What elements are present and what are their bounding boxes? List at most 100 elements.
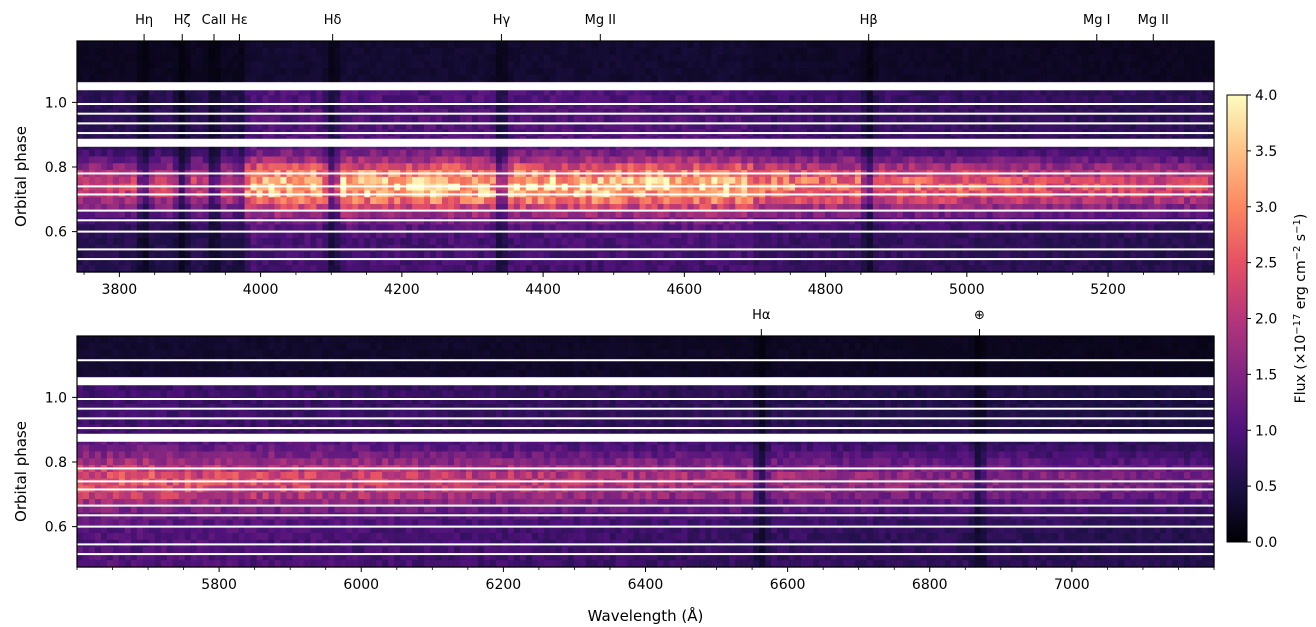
heatmap-cell: [819, 61, 826, 69]
heatmap-cell: [400, 68, 407, 76]
heatmap-cell: [1118, 54, 1125, 62]
heatmap-cell: [178, 54, 186, 62]
heatmap-cell: [507, 68, 515, 76]
heatmap-cell: [459, 149, 467, 158]
heatmap-cell: [795, 108, 802, 117]
heatmap-cell: [346, 54, 353, 62]
heatmap-cell: [334, 122, 341, 130]
heatmap-cell: [436, 61, 443, 69]
heatmap-cell: [663, 204, 671, 212]
heatmap-cell: [741, 41, 748, 49]
heatmap-cell: [412, 54, 419, 62]
heatmap-cell: [430, 74, 437, 83]
heatmap-cell: [250, 41, 258, 49]
heatmap-cell: [280, 54, 288, 62]
heatmap-cell: [1082, 149, 1089, 158]
heatmap-cell: [136, 210, 144, 219]
heatmap-cell: [938, 163, 946, 171]
heatmap-cell: [1064, 204, 1071, 212]
heatmap-cell: [88, 163, 96, 171]
heatmap-cell: [705, 47, 712, 56]
heatmap-cell: [406, 122, 413, 130]
heatmap-cell: [262, 115, 270, 124]
heatmap-cell: [729, 149, 736, 158]
heatmap-cell: [914, 176, 922, 185]
heatmap-cell: [579, 115, 587, 124]
heatmap-cell: [268, 68, 276, 76]
heatmap-cell: [1148, 54, 1155, 62]
heatmap-cell: [795, 88, 802, 96]
heatmap-cell: [1118, 210, 1125, 219]
heatmap-cell: [220, 204, 228, 212]
heatmap-cell: [340, 217, 347, 226]
heatmap-cell: [723, 197, 730, 205]
heatmap-cell: [406, 68, 413, 76]
heatmap-cell: [675, 115, 682, 124]
heatmap-cell: [1130, 210, 1137, 219]
heatmap-cell: [220, 74, 228, 83]
heatmap-cell: [1028, 88, 1036, 96]
heatmap-cell: [819, 122, 826, 130]
heatmap-cell: [477, 108, 485, 117]
heatmap-cell: [1088, 149, 1095, 158]
heatmap-cell: [190, 41, 198, 49]
heatmap-cell: [1022, 210, 1030, 219]
heatmap-cell: [783, 88, 790, 96]
heatmap-cell: [537, 41, 545, 49]
heatmap-cell: [412, 108, 419, 117]
heatmap-cell: [962, 88, 970, 96]
heatmap-cell: [1082, 41, 1089, 49]
heatmap-cell: [519, 115, 527, 124]
heatmap-cell: [178, 176, 186, 185]
heatmap-cell: [813, 41, 820, 49]
heatmap-cell: [1118, 163, 1125, 171]
heatmap-cell: [1136, 197, 1143, 205]
heatmap-cell: [304, 74, 311, 83]
heatmap-cell: [232, 47, 240, 56]
heatmap-cell: [400, 108, 407, 117]
heatmap-cell: [591, 156, 599, 164]
heatmap-cell: [914, 197, 922, 205]
heatmap-cell: [651, 204, 659, 212]
heatmap-cell: [531, 41, 539, 49]
heatmap-cell: [956, 54, 964, 62]
heatmap-cell: [1070, 163, 1077, 171]
heatmap-cell: [579, 102, 587, 110]
heatmap-cell: [537, 149, 545, 158]
heatmap-cell: [998, 47, 1006, 56]
heatmap-cell: [920, 176, 928, 185]
heatmap-cell: [495, 149, 503, 158]
heatmap-cell: [88, 217, 96, 226]
heatmap-cell: [172, 204, 180, 212]
heatmap-cell: [795, 41, 802, 49]
heatmap-cell: [465, 122, 473, 130]
heatmap-cell: [88, 88, 96, 96]
heatmap-cell: [82, 74, 90, 83]
heatmap-cell: [382, 68, 389, 76]
heatmap-cell: [1022, 197, 1030, 205]
heatmap-cell: [615, 61, 623, 69]
heatmap-cell: [226, 74, 234, 83]
heatmap-cell: [1142, 68, 1149, 76]
heatmap-cell: [1010, 74, 1018, 83]
heatmap-cell: [382, 74, 389, 83]
heatmap-cell: [663, 210, 671, 219]
heatmap-cell: [280, 210, 288, 219]
heatmap-cell: [549, 68, 557, 76]
heatmap-cell: [202, 88, 210, 96]
heatmap-cell: [902, 156, 910, 164]
heatmap-cell: [1142, 176, 1149, 185]
heatmap-cell: [699, 115, 706, 124]
heatmap-cell: [777, 102, 784, 110]
heatmap-cell: [1022, 115, 1030, 124]
heatmap-cell: [759, 74, 766, 83]
heatmap-cell: [675, 88, 682, 96]
heatmap-cell: [214, 197, 222, 205]
heatmap-cell: [1202, 210, 1209, 219]
heatmap-cell: [573, 122, 581, 130]
heatmap-cell: [513, 156, 521, 164]
heatmap-cell: [657, 149, 665, 158]
heatmap-cell: [292, 115, 300, 124]
heatmap-cell: [992, 210, 1000, 219]
heatmap-cell: [160, 74, 168, 83]
